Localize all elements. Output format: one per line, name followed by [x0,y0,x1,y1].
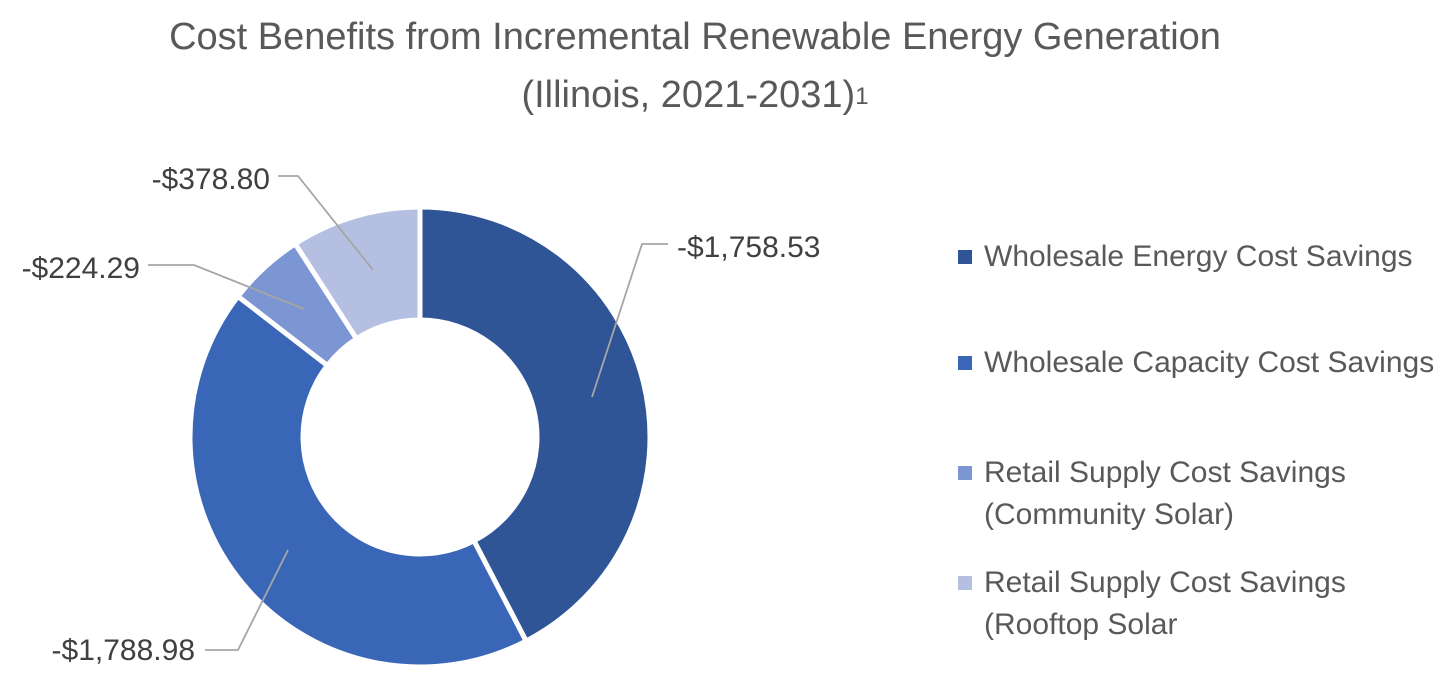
legend-label: Wholesale Energy Cost Savings [984,240,1413,273]
data-label-retail-rooftop-solar: -$378.80 [152,163,270,196]
slice-wholesale-energy [417,204,653,645]
legend-item-wholesale-capacity: Wholesale Capacity Cost Savings [958,342,1434,384]
data-label-wholesale-capacity: -$1,788.98 [52,634,195,667]
leader-lines [148,175,668,651]
legend-item-wholesale-energy: Wholesale Energy Cost Savings [958,236,1413,278]
leader-line-retail-community-solar [148,264,305,310]
data-label-wholesale-energy: -$1,758.53 [677,231,820,264]
donut-slices [187,204,653,670]
data-labels: -$1,758.53 -$1,788.98 -$224.29 -$378.80 [22,163,821,667]
legend-swatch [958,356,972,370]
legend-label: Retail Supply Cost Savings (Community So… [984,456,1346,531]
title-footnote-marker: 1 [855,83,869,110]
chart-title-line2: (Illinois, 2021-2031)1 [0,66,1390,124]
leader-line-wholesale-energy [591,243,668,398]
leader-line-wholesale-capacity [205,549,289,651]
data-label-retail-community-solar: -$224.29 [22,252,140,285]
legend-swatch [958,576,972,590]
legend-swatch [958,250,972,264]
legend-label: Wholesale Capacity Cost Savings [984,346,1435,379]
leader-line-retail-rooftop-solar [278,175,374,271]
legend-label: Retail Supply Cost Savings (Rooftop Sola… [984,566,1346,641]
legend-swatch [958,466,972,480]
legend-item-retail-community-solar: Retail Supply Cost Savings (Community So… [958,452,1346,536]
chart-title-line1: Cost Benefits from Incremental Renewable… [169,16,1221,58]
chart-title-line2-text: (Illinois, 2021-2031) [521,74,856,116]
chart-title: Cost Benefits from Incremental Renewable… [0,8,1390,124]
slice-wholesale-capacity [187,292,530,670]
legend-item-retail-rooftop-solar: Retail Supply Cost Savings (Rooftop Sola… [958,562,1346,646]
slice-retail-rooftop-solar [291,204,423,343]
